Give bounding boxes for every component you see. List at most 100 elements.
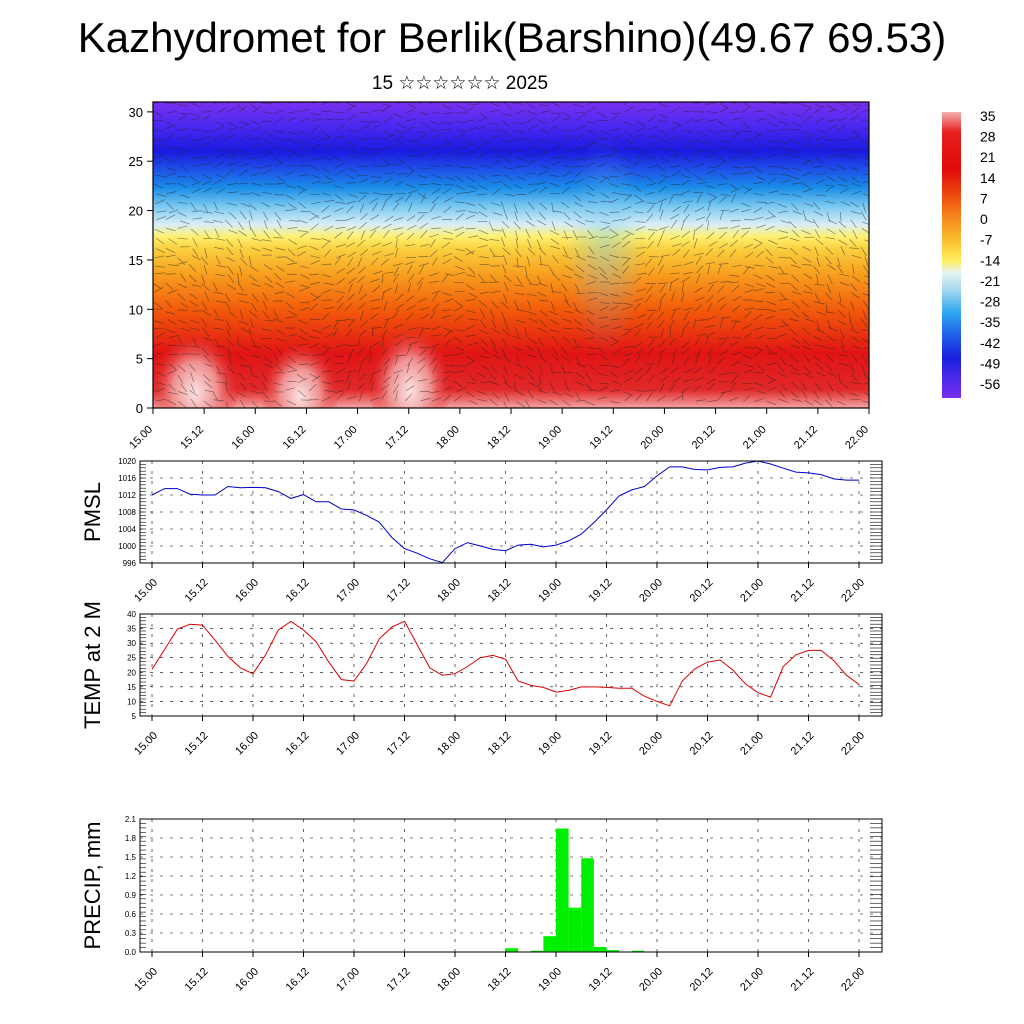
precip-bar bbox=[606, 950, 620, 952]
chart-title: Kazhydromet for Berlik(Barshino)(49.67 6… bbox=[77, 14, 947, 61]
y-tick-label: 30 bbox=[127, 639, 136, 648]
colorbar-tick-label: -35 bbox=[980, 314, 1000, 330]
heatmap-x-tick-label: 20.00 bbox=[639, 424, 667, 452]
colorbar-tick-label: 7 bbox=[980, 190, 988, 206]
colorbar-tick-label: 35 bbox=[980, 108, 996, 124]
y-tick-label: 2.1 bbox=[125, 815, 137, 824]
x-tick-label: 16.12 bbox=[284, 730, 312, 758]
y-tick-label: 1.8 bbox=[125, 834, 137, 843]
wind-barbs bbox=[153, 102, 869, 408]
x-tick-label: 16.00 bbox=[233, 966, 261, 994]
temp-chart: 40 35 30 25 20 15 10 5 15.00 15.12 16.00 16.12 17.00… bbox=[80, 601, 883, 758]
precip-bar bbox=[556, 828, 569, 952]
colorbar-tick-label: -49 bbox=[980, 355, 1000, 371]
x-tick-label: 18.12 bbox=[486, 577, 514, 605]
heatmap-x-tick-label: 18.00 bbox=[434, 424, 462, 452]
x-tick-label: 15.12 bbox=[183, 577, 211, 605]
colorbar-tick-label: -21 bbox=[980, 273, 1000, 289]
temperature-cross-section: 0 5 10 15 20 25 30 15.00 15.12 16.00 16.12 17.00 17.… bbox=[127, 101, 871, 452]
x-tick-label: 18.00 bbox=[435, 577, 463, 605]
y-tick-label: 0.9 bbox=[125, 891, 137, 900]
x-tick-label: 19.00 bbox=[536, 730, 564, 758]
precip-bar bbox=[505, 948, 519, 952]
x-tick-label: 19.00 bbox=[536, 966, 564, 994]
y-tick-label: 1.2 bbox=[125, 872, 137, 881]
precip-bar bbox=[543, 936, 556, 952]
heatmap-y-tick-label: 25 bbox=[129, 154, 143, 169]
heatmap-y-tick-label: 30 bbox=[129, 105, 143, 120]
x-tick-label: 15.12 bbox=[183, 966, 211, 994]
heatmap-x-tick-label: 15.12 bbox=[178, 424, 206, 452]
colorbar-tick-label: 0 bbox=[980, 211, 988, 227]
panel-grid bbox=[140, 818, 882, 953]
x-tick-label: 18.00 bbox=[435, 966, 463, 994]
y-tick-label: 1008 bbox=[118, 508, 136, 517]
y-tick-label: 996 bbox=[123, 559, 137, 568]
colorbar-tick-label: 21 bbox=[980, 149, 996, 165]
x-tick-label: 17.00 bbox=[334, 966, 362, 994]
y-tick-label: 5 bbox=[132, 712, 137, 721]
x-tick-label: 22.00 bbox=[839, 730, 867, 758]
heatmap-fill bbox=[153, 102, 869, 408]
heatmap-x-tick-label: 16.00 bbox=[229, 424, 257, 452]
x-tick-label: 16.12 bbox=[284, 966, 312, 994]
x-tick-label: 21.00 bbox=[738, 730, 766, 758]
y-tick-label: 0.0 bbox=[125, 948, 137, 957]
panel-frame bbox=[139, 818, 883, 953]
x-tick-label: 15.12 bbox=[183, 730, 211, 758]
y-tick-label: 1004 bbox=[118, 525, 136, 534]
y-tick-label: 0.3 bbox=[125, 929, 137, 938]
colorbar-tick-label: -14 bbox=[980, 252, 1000, 268]
x-tick-label: 15.00 bbox=[132, 730, 160, 758]
heatmap-y-tick-label: 5 bbox=[136, 352, 143, 367]
y-tick-label: 20 bbox=[127, 668, 136, 677]
heatmap-x-tick-label: 17.12 bbox=[383, 424, 411, 452]
x-tick-label: 22.00 bbox=[839, 966, 867, 994]
warm-surface-region bbox=[260, 330, 340, 408]
precip-chart: 2.1 1.8 1.5 1.2 0.9 0.6 0.3 0.0 15.00 15.12 16.00 1… bbox=[80, 815, 883, 994]
x-tick-label: 19.12 bbox=[587, 730, 615, 758]
x-tick-label: 21.12 bbox=[789, 966, 817, 994]
x-tick-label: 21.12 bbox=[789, 577, 817, 605]
x-tick-label: 20.00 bbox=[637, 730, 665, 758]
panel-grid bbox=[140, 613, 882, 717]
y-tick-label: 1000 bbox=[118, 542, 136, 551]
y-tick-label: 25 bbox=[127, 654, 136, 663]
x-tick-label: 22.00 bbox=[839, 577, 867, 605]
heatmap-y-tick-label: 20 bbox=[129, 204, 143, 219]
warm-surface-region bbox=[153, 320, 240, 408]
heatmap-x-tick-label: 20.12 bbox=[690, 424, 718, 452]
colorbar-tick-label: -7 bbox=[980, 232, 993, 248]
x-tick-label: 18.12 bbox=[486, 966, 514, 994]
x-tick-label: 16.00 bbox=[233, 577, 261, 605]
cool-column-region bbox=[565, 135, 645, 355]
panel-frame bbox=[139, 613, 883, 717]
y-tick-label: 1020 bbox=[118, 457, 136, 466]
pmsl-chart: 1020 1016 1012 1008 1004 1000 996 15.00 15.12 16.… bbox=[80, 457, 883, 605]
x-tick-label: 19.12 bbox=[587, 966, 615, 994]
heatmap-x-tick-label: 17.00 bbox=[332, 424, 360, 452]
x-tick-label: 20.00 bbox=[637, 577, 665, 605]
colorbar-tick-label: -56 bbox=[980, 376, 1000, 392]
colorbar-tick-label: -42 bbox=[980, 335, 1000, 351]
x-tick-label: 17.00 bbox=[334, 577, 362, 605]
y-tick-label: 40 bbox=[127, 610, 136, 619]
heatmap-x-tick-label: 15.00 bbox=[127, 424, 155, 452]
x-tick-label: 19.00 bbox=[536, 577, 564, 605]
x-tick-label: 15.00 bbox=[132, 577, 160, 605]
temp-series-line bbox=[151, 620, 860, 707]
x-tick-label: 20.12 bbox=[688, 730, 716, 758]
y-axis-label: PMSL bbox=[80, 482, 105, 542]
precip-bar bbox=[568, 907, 582, 952]
x-tick-label: 17.12 bbox=[385, 577, 413, 605]
chart-subtitle: 15 ☆☆☆☆☆☆ 2025 bbox=[371, 73, 549, 94]
y-tick-label: 0.6 bbox=[125, 910, 137, 919]
precip-bar bbox=[530, 950, 544, 952]
x-tick-label: 21.00 bbox=[738, 966, 766, 994]
heatmap-y-tick-label: 0 bbox=[136, 401, 143, 416]
heatmap-y-tick-label: 15 bbox=[129, 253, 143, 268]
precip-bar bbox=[631, 950, 645, 952]
x-tick-label: 21.12 bbox=[789, 730, 817, 758]
panel-grid bbox=[140, 460, 882, 564]
pmsl-series-line bbox=[151, 460, 859, 564]
